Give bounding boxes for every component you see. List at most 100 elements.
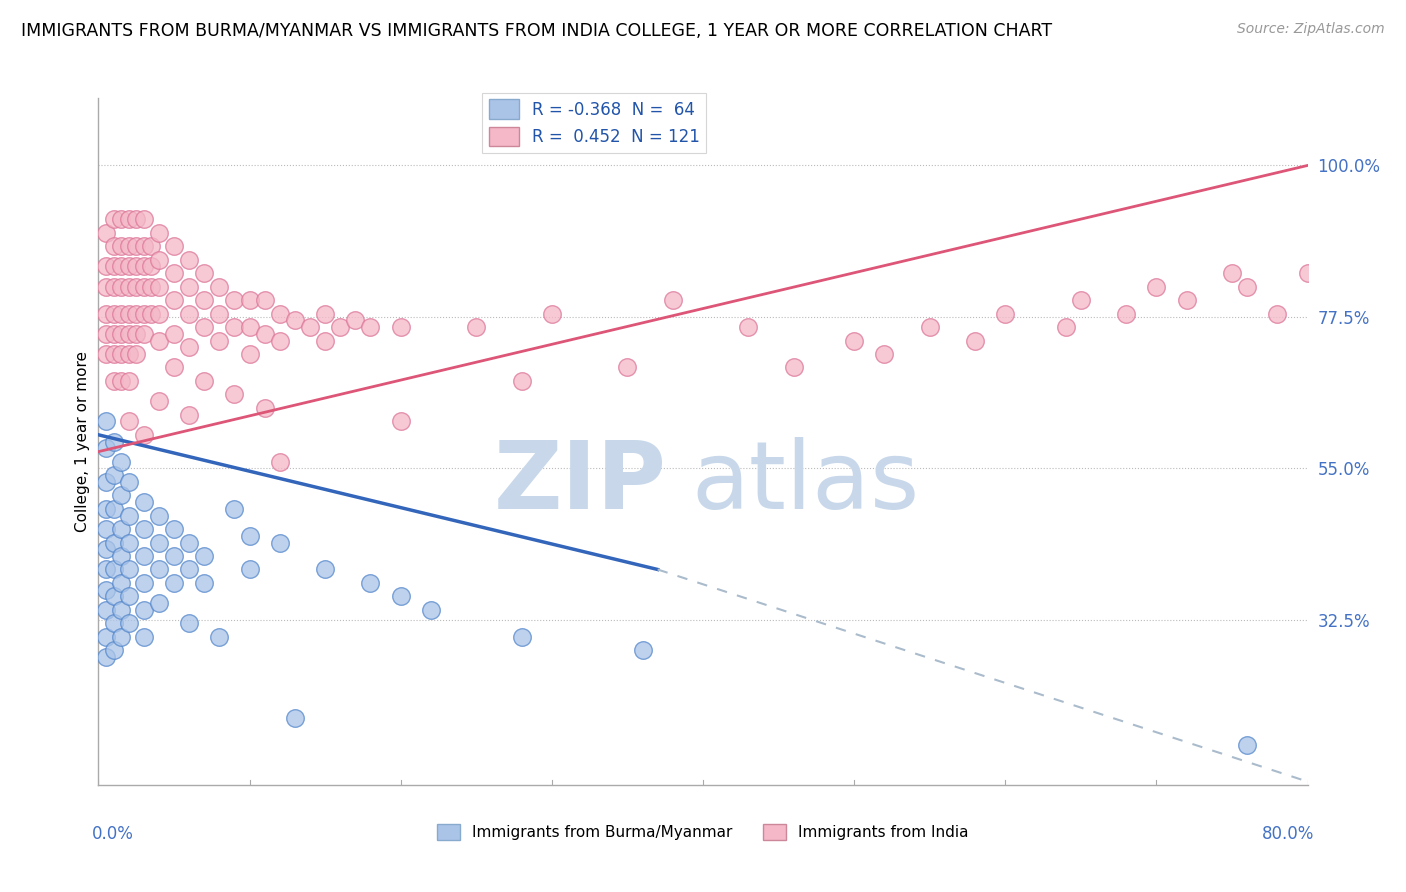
Point — [661, 293, 683, 307]
Point — [918, 320, 941, 334]
Point — [110, 488, 132, 502]
Point — [132, 576, 155, 591]
Point — [94, 522, 117, 536]
Text: 80.0%: 80.0% — [1263, 825, 1315, 843]
Point — [118, 414, 141, 428]
Point — [94, 562, 117, 576]
Point — [103, 434, 125, 449]
Point — [1220, 266, 1243, 280]
Point — [163, 293, 186, 307]
Point — [148, 279, 170, 293]
Point — [193, 320, 215, 334]
Point — [1236, 738, 1258, 752]
Point — [103, 307, 125, 321]
Point — [118, 239, 141, 253]
Point — [1115, 307, 1137, 321]
Point — [132, 212, 155, 227]
Point — [110, 603, 132, 617]
Point — [94, 326, 117, 341]
Point — [132, 630, 155, 644]
Point — [965, 334, 987, 348]
Point — [132, 326, 155, 341]
Point — [163, 522, 186, 536]
Point — [103, 468, 125, 483]
Point — [253, 293, 276, 307]
Point — [179, 616, 201, 631]
Point — [103, 590, 125, 604]
Point — [208, 630, 231, 644]
Point — [132, 307, 155, 321]
Point — [94, 582, 117, 597]
Point — [329, 320, 352, 334]
Point — [239, 347, 262, 361]
Y-axis label: College, 1 year or more: College, 1 year or more — [75, 351, 90, 532]
Point — [118, 590, 141, 604]
Point — [224, 387, 246, 401]
Point — [631, 643, 654, 657]
Point — [94, 226, 117, 240]
Point — [103, 562, 125, 576]
Point — [193, 374, 215, 388]
Point — [224, 320, 246, 334]
Point — [163, 326, 186, 341]
Point — [125, 212, 148, 227]
Point — [193, 549, 215, 563]
Point — [873, 347, 896, 361]
Point — [299, 320, 322, 334]
Point — [132, 603, 155, 617]
Point — [110, 212, 132, 227]
Point — [118, 347, 141, 361]
Point — [179, 340, 201, 354]
Point — [344, 313, 367, 327]
Point — [510, 374, 533, 388]
Point — [125, 307, 148, 321]
Point — [253, 401, 276, 415]
Point — [103, 643, 125, 657]
Point — [465, 320, 488, 334]
Point — [208, 279, 231, 293]
Point — [179, 279, 201, 293]
Point — [360, 576, 382, 591]
Point — [148, 252, 170, 267]
Point — [1175, 293, 1198, 307]
Point — [239, 529, 262, 543]
Point — [1236, 279, 1258, 293]
Point — [103, 326, 125, 341]
Point — [103, 374, 125, 388]
Point — [389, 320, 412, 334]
Point — [118, 374, 141, 388]
Point — [1296, 266, 1319, 280]
Point — [110, 549, 132, 563]
Point — [148, 226, 170, 240]
Point — [118, 307, 141, 321]
Point — [179, 562, 201, 576]
Point — [314, 562, 336, 576]
Point — [224, 501, 246, 516]
Point — [94, 475, 117, 489]
Point — [314, 334, 336, 348]
Point — [132, 427, 155, 442]
Point — [148, 508, 170, 523]
Point — [94, 279, 117, 293]
Point — [141, 307, 163, 321]
Point — [103, 501, 125, 516]
Point — [103, 260, 125, 274]
Point — [118, 475, 141, 489]
Point — [253, 326, 276, 341]
Point — [94, 442, 117, 456]
Point — [110, 326, 132, 341]
Point — [118, 562, 141, 576]
Point — [163, 266, 186, 280]
Point — [103, 535, 125, 549]
Point — [844, 334, 866, 348]
Point — [118, 508, 141, 523]
Point — [132, 549, 155, 563]
Point — [94, 347, 117, 361]
Point — [389, 414, 412, 428]
Point — [118, 616, 141, 631]
Point — [284, 313, 307, 327]
Point — [94, 307, 117, 321]
Point — [94, 260, 117, 274]
Point — [125, 239, 148, 253]
Point — [110, 239, 132, 253]
